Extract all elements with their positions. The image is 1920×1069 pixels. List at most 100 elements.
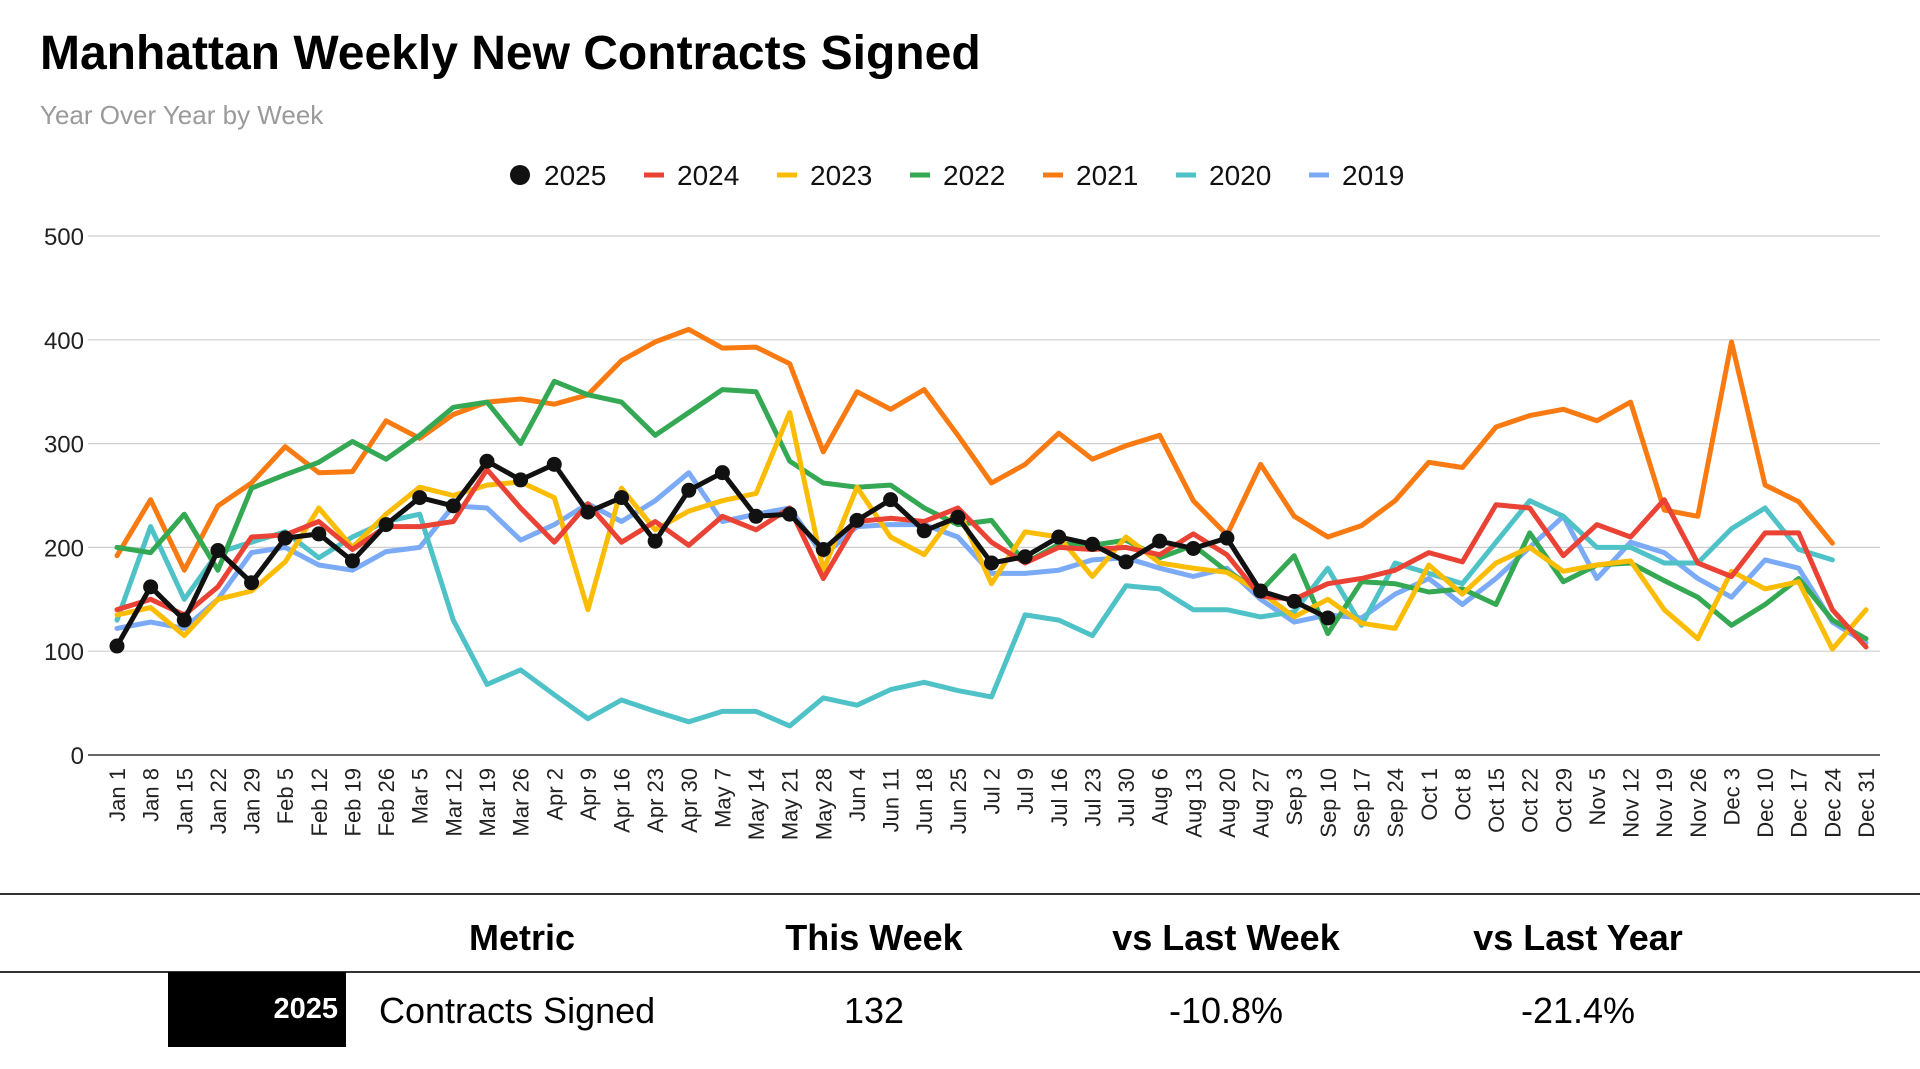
data-point-2025 (916, 523, 932, 539)
x-tick-label: Apr 16 (610, 768, 635, 833)
x-tick-label: Oct 8 (1450, 768, 1475, 821)
x-tick-label: Jun 18 (912, 768, 937, 834)
legend-label-2025: 2025 (544, 160, 606, 191)
series-line-2021 (114, 326, 1835, 573)
x-tick-label: Aug 13 (1181, 768, 1206, 838)
x-tick-label: Mar 5 (408, 768, 433, 824)
data-point-2025 (748, 508, 764, 524)
series-line-2020 (114, 498, 1835, 729)
series-lines (109, 326, 1869, 729)
data-point-2025 (1152, 533, 1168, 549)
x-tick-label: Jul 30 (1114, 768, 1139, 827)
x-tick-label: Jun 11 (879, 768, 904, 832)
data-point-2025 (176, 612, 192, 628)
data-point-2025 (1017, 549, 1033, 565)
y-tick-label: 200 (44, 535, 84, 562)
year-badge: 2025 (168, 972, 346, 1047)
x-tick-label: Oct 22 (1518, 768, 1543, 833)
series-line-2023 (114, 410, 1869, 652)
x-tick-label: May 21 (778, 768, 803, 840)
x-tick-label: Dec 10 (1753, 768, 1778, 838)
x-tick-label: Nov 19 (1652, 768, 1677, 838)
data-point-2025 (883, 492, 899, 508)
header-this-week: This Week (785, 917, 963, 958)
y-tick-label: 0 (71, 743, 84, 770)
x-tick-label: Apr 23 (643, 768, 668, 833)
x-tick-label: Jul 23 (1080, 768, 1105, 827)
x-tick-label: Aug 27 (1249, 768, 1274, 838)
y-tick-label: 500 (44, 224, 84, 251)
data-point-2025 (815, 541, 831, 557)
header-metric: Metric (468, 917, 576, 958)
x-tick-label: Aug 6 (1148, 768, 1173, 826)
this-week-value: 132 (843, 990, 905, 1031)
data-point-2025 (614, 490, 630, 506)
x-tick-label: Apr 2 (542, 768, 567, 821)
x-tick-label: Jan 22 (206, 768, 231, 834)
series-line-2024 (114, 467, 1869, 650)
data-point-2025 (143, 579, 159, 595)
x-tick-label: Dec 31 (1854, 768, 1879, 838)
x-tick-label: Sep 24 (1383, 768, 1408, 838)
x-tick-label: May 28 (811, 768, 836, 840)
table-header-rule (0, 971, 1920, 973)
x-tick-label: Jun 25 (946, 768, 971, 834)
legend-label-2021: 2021 (1076, 160, 1138, 191)
x-tick-label: Feb 5 (273, 768, 298, 824)
x-tick-label: Nov 5 (1585, 768, 1610, 825)
chart-subtitle: Year Over Year by Week (40, 100, 324, 130)
legend-label-2022: 2022 (943, 160, 1005, 191)
x-tick-label: Oct 15 (1484, 768, 1509, 833)
data-point-2025 (277, 530, 293, 546)
data-point-2025 (546, 456, 562, 472)
data-point-2025 (210, 543, 226, 559)
legend-label-2023: 2023 (810, 160, 872, 191)
x-tick-label: Dec 3 (1719, 768, 1744, 825)
data-point-2025 (1253, 583, 1269, 599)
metric-name: Contracts Signed (379, 990, 656, 1031)
data-point-2025 (1286, 593, 1302, 609)
x-tick-label: Jun 4 (845, 768, 870, 822)
x-tick-label: Aug 20 (1215, 768, 1240, 838)
data-point-2025 (1219, 530, 1235, 546)
year-badge-label: 2025 (273, 993, 338, 1025)
data-point-2025 (479, 453, 495, 469)
x-tick-label: Mar 19 (475, 768, 500, 836)
data-point-2025 (580, 504, 596, 520)
series-line-2022 (114, 378, 1869, 642)
x-tick-label: Sep 10 (1316, 768, 1341, 838)
x-tick-label: Jan 29 (240, 768, 265, 834)
y-tick-label: 100 (44, 639, 84, 666)
y-tick-label: 300 (44, 432, 84, 459)
data-point-2025 (1320, 610, 1336, 626)
x-tick-label: Feb 19 (340, 768, 365, 837)
x-tick-label: Sep 3 (1282, 768, 1307, 826)
x-tick-label: Apr 30 (677, 768, 702, 833)
data-point-2025 (513, 472, 529, 488)
legend-label-2024: 2024 (677, 160, 739, 191)
data-point-2025 (647, 533, 663, 549)
header-vs-last-year: vs Last Year (1473, 917, 1683, 958)
x-tick-label: May 14 (744, 768, 769, 840)
x-tick-label: Dec 24 (1820, 768, 1845, 838)
table-top-rule (0, 893, 1920, 895)
x-tick-label: Sep 17 (1349, 768, 1374, 838)
x-tick-label: Nov 12 (1619, 768, 1644, 838)
x-tick-label: Oct 1 (1417, 768, 1442, 821)
data-point-2025 (1051, 529, 1067, 545)
data-point-2025 (714, 465, 730, 481)
x-tick-label: Jul 9 (1013, 768, 1038, 814)
gridlines (88, 235, 1880, 756)
data-point-2025 (950, 509, 966, 525)
data-point-2025 (378, 517, 394, 533)
x-tick-label: Mar 12 (441, 768, 466, 836)
x-tick-label: Jul 16 (1047, 768, 1072, 827)
x-axis-labels: Jan 1 Jan 8 Jan 15 Jan 22 Jan 29 Feb 5 Feb 12 F… (105, 768, 1879, 840)
x-tick-label: Apr 9 (576, 768, 601, 821)
data-point-2025 (782, 506, 798, 522)
x-tick-label: Jan 8 (139, 768, 164, 822)
legend-label-2020: 2020 (1209, 160, 1271, 191)
x-tick-label: May 7 (710, 768, 735, 828)
x-tick-label: Nov 26 (1686, 768, 1711, 838)
legend-marker-2025 (510, 165, 530, 185)
